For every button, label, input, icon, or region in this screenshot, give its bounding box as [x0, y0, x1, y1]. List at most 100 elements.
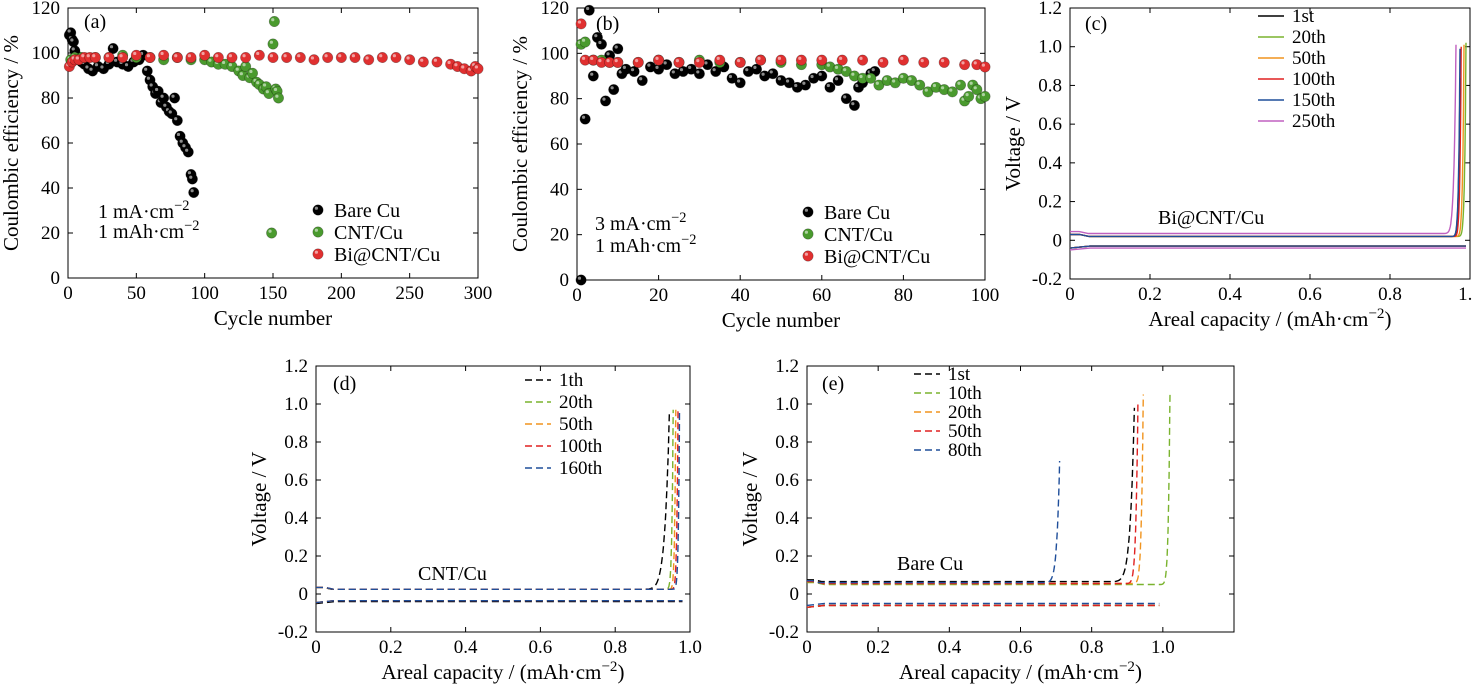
- data-point-bare-cu: [171, 115, 183, 127]
- data-point-bi-cnt-cu-highlight: [256, 51, 260, 56]
- data-point-bare-cu-highlight: [794, 83, 798, 88]
- data-point-bi-cnt-cu-highlight: [187, 54, 191, 58]
- panel-label: (b): [596, 13, 619, 35]
- y-tick-label: 80: [41, 88, 60, 109]
- data-point-bi-cnt-cu-highlight: [133, 51, 137, 56]
- y-tick-label: 40: [41, 178, 60, 199]
- curve-100th-charge: [316, 409, 679, 590]
- data-point-bare-cu-highlight: [810, 74, 814, 79]
- x-tick-label: 0: [802, 637, 812, 658]
- data-point-cnt-cu-highlight: [924, 88, 928, 92]
- data-point-bare-cu-highlight: [85, 65, 89, 69]
- y-tick-label: 120: [541, 0, 570, 19]
- panel-label: (c): [1085, 13, 1107, 35]
- data-point-bi-cnt-cu-highlight: [474, 65, 478, 69]
- x-tick-label: 60: [812, 285, 831, 306]
- curve-20th-charge: [1070, 42, 1467, 238]
- data-point-bi-cnt-cu: [431, 56, 443, 68]
- data-point-bare-cu-highlight: [109, 45, 114, 49]
- y-tick-label: 0.2: [775, 546, 799, 567]
- y-tick-label: 1.0: [284, 394, 308, 415]
- data-point-bi-cnt-cu-highlight: [598, 59, 602, 63]
- y-axis-label: Voltage / V: [738, 452, 762, 547]
- y-tick-label: 0.6: [284, 470, 308, 491]
- data-point-cnt-cu-highlight: [275, 94, 279, 98]
- panel-3: 0 0.2 0.4 0.6 0.8 1.0-0.200.20.40.60.81.01.2A…: [247, 356, 702, 684]
- data-point-bi-cnt-cu-highlight: [581, 56, 586, 60]
- data-point-bi-cnt-cu: [376, 51, 388, 63]
- x-tick-label: 0: [572, 285, 582, 306]
- data-point-cnt-cu-highlight: [208, 58, 212, 62]
- data-point-bi-cnt-cu: [281, 51, 293, 63]
- data-point-bi-cnt-cu: [226, 51, 238, 63]
- y-tick-label: 60: [41, 133, 60, 154]
- data-point-cnt-cu: [865, 72, 877, 84]
- annotation: 1 mAh·cm−2: [595, 232, 696, 257]
- data-point-cnt-cu-highlight: [981, 93, 986, 97]
- data-point-bi-cnt-cu: [158, 49, 170, 61]
- data-point-bi-cnt-cu-highlight: [379, 54, 383, 58]
- y-tick-label: 0.6: [775, 470, 799, 491]
- x-tick-label: 250: [395, 283, 424, 304]
- legend-label: CNT/Cu: [334, 222, 403, 244]
- data-point-bare-cu-highlight: [622, 65, 626, 69]
- data-point-bi-cnt-cu: [857, 54, 869, 66]
- data-point-bi-cnt-cu-highlight: [215, 54, 219, 58]
- data-point-cnt-cu-highlight: [892, 79, 896, 83]
- curve-80th-charge: [807, 460, 1061, 584]
- data-point-bare-cu-highlight: [190, 189, 194, 193]
- data-point-bare-cu-highlight: [171, 94, 175, 98]
- data-point-bare-cu-highlight: [606, 52, 610, 56]
- legend-label: 10th: [948, 383, 982, 404]
- data-point-bare-cu: [67, 36, 79, 48]
- data-point-bare-cu: [824, 81, 836, 93]
- y-tick-label: 40: [550, 179, 569, 200]
- y-tick-label: -0.2: [1032, 269, 1062, 290]
- plot-frame: [1069, 7, 1471, 280]
- data-point-bi-cnt-cu-highlight: [920, 59, 924, 63]
- panel-label: (e): [822, 373, 844, 395]
- legend-marker-highlight: [804, 252, 809, 256]
- data-point-bare-cu: [587, 70, 599, 82]
- y-tick-label: 0.4: [1038, 153, 1062, 174]
- data-point-bare-cu-highlight: [843, 95, 847, 99]
- data-point-cnt-cu: [979, 90, 991, 102]
- x-tick-label: 0.4: [454, 637, 478, 658]
- y-axis-label: Coulombic efficiency / %: [0, 35, 23, 251]
- data-point-bare-cu-highlight: [602, 97, 606, 101]
- data-point-bare-cu-highlight: [586, 6, 590, 11]
- x-tick-label: 0.6: [529, 637, 553, 658]
- legend-label: 1st: [1292, 6, 1315, 27]
- data-point-cnt-cu-highlight: [941, 86, 945, 90]
- data-point-bi-cnt-cu-highlight: [365, 56, 369, 60]
- x-tick-label: 300: [464, 283, 493, 304]
- data-point-bare-cu-highlight: [146, 76, 150, 80]
- data-point-bi-cnt-cu-highlight: [635, 59, 639, 63]
- data-point-bi-cnt-cu: [267, 51, 279, 63]
- y-tick-label: 0.4: [284, 508, 308, 529]
- data-point-bare-cu-highlight: [67, 29, 71, 33]
- data-point-bi-cnt-cu-highlight: [160, 51, 164, 56]
- data-point-bi-cnt-cu: [836, 54, 848, 66]
- y-tick-label: 1.2: [1038, 0, 1062, 19]
- data-point-bi-cnt-cu-highlight: [716, 56, 720, 60]
- y-tick-label: 0: [299, 584, 309, 605]
- data-point-bi-cnt-cu-highlight: [81, 54, 85, 58]
- legend-label: 50th: [1292, 48, 1326, 69]
- data-point-cnt-cu-highlight: [581, 38, 586, 42]
- data-point-bi-cnt-cu: [897, 54, 909, 66]
- data-point-bare-cu: [182, 146, 194, 158]
- data-point-bi-cnt-cu-highlight: [961, 61, 965, 65]
- data-point-bare-cu-highlight: [185, 148, 189, 152]
- data-point-bare-cu-highlight: [581, 115, 586, 119]
- data-point-cnt-cu-highlight: [235, 67, 239, 71]
- data-point-bi-cnt-cu: [308, 54, 320, 66]
- y-tick-label: 0.8: [284, 432, 308, 453]
- data-point-bi-cnt-cu-highlight: [228, 54, 232, 58]
- data-point-bare-cu-highlight: [851, 102, 855, 106]
- data-point-bare-cu: [612, 43, 624, 55]
- y-axis-label: Coulombic efficiency / %: [508, 36, 532, 252]
- panel-2: 00.20.40.60.81.0-0.200.20.40.60.81.01.2A…: [1001, 0, 1473, 331]
- curve-250th-discharge: [1069, 247, 1466, 251]
